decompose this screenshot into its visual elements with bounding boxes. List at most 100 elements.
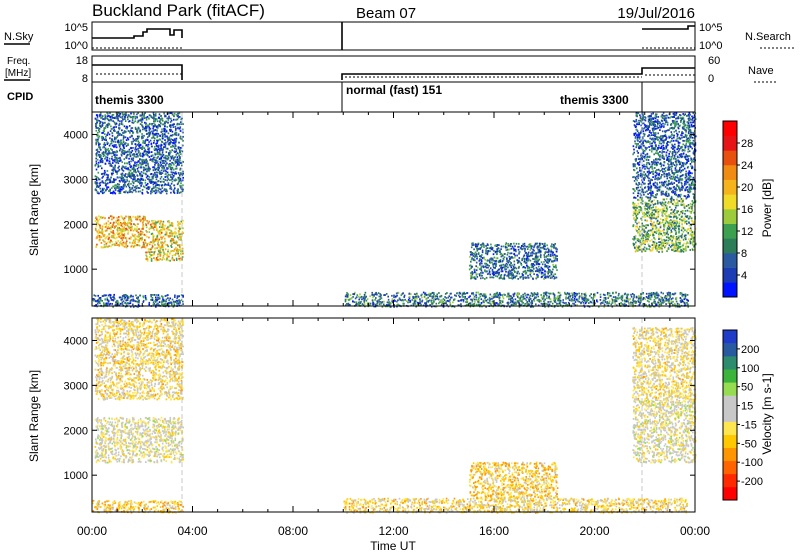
scatter-cell [554,266,556,268]
scatter-cell [653,293,656,296]
scatter-cell [177,134,180,137]
station-title: Buckland Park (fitACF) [92,1,265,20]
scatter-cell [552,265,555,268]
scatter-cell [508,295,510,298]
scatter-cell [553,246,555,249]
scatter-cell [179,149,182,152]
scatter-cell [577,300,580,303]
scatter-cell [109,188,111,191]
scatter-cell [486,270,488,273]
scatter-cell [433,293,435,296]
scatter-cell [521,296,523,298]
scatter-cell [510,272,512,275]
scatter-cell [132,140,135,143]
scatter-cell [152,175,154,178]
scatter-cell [546,271,548,273]
scatter-cell [485,250,487,253]
scatter-cell [180,187,182,190]
scatter-cell [495,244,497,247]
scatter-cell [128,217,130,220]
scatter-cell [374,298,376,301]
scatter-cell [534,293,537,296]
scatter-cell [151,175,154,178]
scatter-cell [517,262,519,264]
scatter-cell [512,265,515,268]
scatter-cell [109,112,111,115]
scatter-cell [99,297,102,299]
scatter-cell [166,171,169,174]
scatter-cell [614,296,617,298]
scatter-cell [129,169,132,172]
scatter-cell [152,134,155,136]
scatter-cell [140,136,143,138]
scatter-cell [510,252,513,255]
scatter-cell [395,304,398,306]
scatter-cell [171,145,174,148]
scatter-cell [514,256,516,259]
scatter-cell [489,267,492,270]
scatter-cell [543,245,545,247]
scatter-cell [153,120,155,123]
scatter-cell [178,295,180,297]
scatter-cell [171,239,173,242]
scatter-cell [121,303,124,305]
scatter-cell [139,174,141,177]
scatter-cell [584,300,586,302]
scatter-cell [621,303,624,306]
scatter-cell [121,151,123,153]
scatter-cell [646,231,649,234]
scatter-cell [98,298,100,301]
scatter-cell [177,162,179,164]
scatter-cell [106,143,109,145]
scatter-cell [145,116,148,119]
scatter-cell [116,228,118,231]
scatter-cell [163,156,165,159]
scatter-cell [557,296,559,299]
scatter-cell [485,299,487,302]
scatter-cell [638,211,641,214]
scatter-cell [470,267,472,269]
scatter-cell [98,178,101,181]
scatter-cell [149,241,152,243]
scatter-cell [641,304,644,307]
scatter-cell [150,181,153,183]
scatter-cell [431,299,433,302]
scatter-cell [153,148,156,151]
scatter-cell [134,236,136,239]
scatter-cell [115,117,117,120]
scatter-cell [128,168,131,171]
scatter-cell [492,273,494,275]
scatter-cell [166,166,168,169]
scatter-cell [161,159,164,162]
scatter-cell [100,160,103,163]
scatter-cell [182,176,184,179]
scatter-cell [107,226,110,228]
scatter-cell [138,233,140,236]
scatter-cell [156,303,158,306]
scatter-cell [674,212,676,215]
scatter-cell [124,243,127,245]
scatter-cell [153,142,155,144]
scatter-cell [536,273,538,276]
scatter-cell [110,215,113,218]
scatter-cell [547,305,550,308]
scatter-cell [124,229,127,232]
scatter-cell [112,151,114,153]
scatter-cell [547,292,550,295]
scatter-cell [619,297,621,299]
scatter-cell [489,250,491,252]
scatter-cell [132,229,135,232]
scatter-cell [498,297,501,300]
scatter-cell [158,187,160,190]
scatter-cell [131,172,134,174]
scatter-cell [362,304,365,307]
scatter-cell [387,301,389,304]
scatter-cell [112,159,114,162]
scatter-cell [131,142,133,145]
scatter-cell [123,232,126,235]
scatter-cell [171,155,174,157]
scatter-cell [657,302,659,305]
scatter-cell [176,118,179,121]
scatter-cell [169,134,172,137]
scatter-cell [480,260,483,263]
